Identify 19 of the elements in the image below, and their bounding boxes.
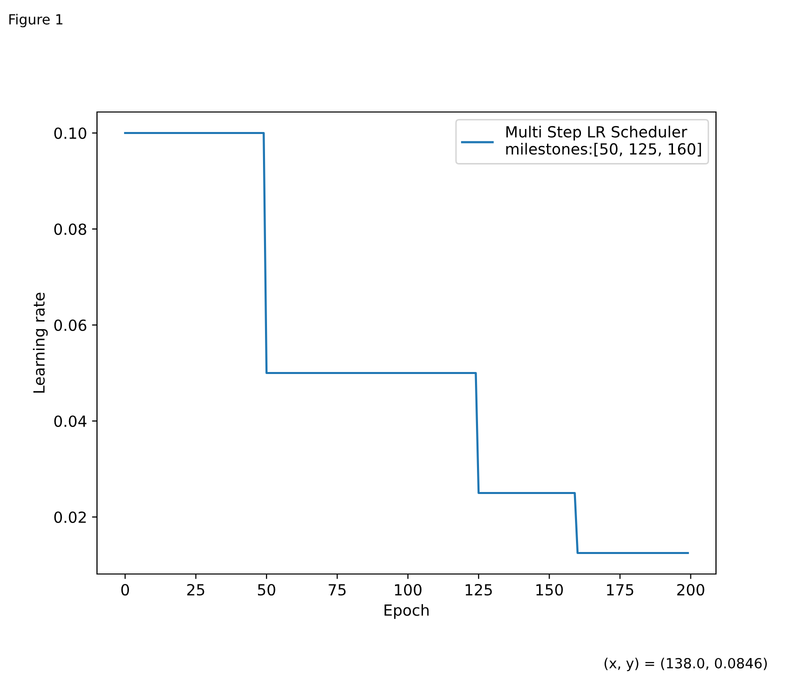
x-axis-title: Epoch	[384, 604, 429, 619]
x-tick-label: 150	[536, 584, 563, 596]
x-tick-label: 75	[328, 584, 346, 596]
x-tick-label: 125	[466, 584, 492, 596]
x-tick-label: 200	[677, 584, 704, 596]
text: (x, y) = (138.0, 0.0846)	[604, 658, 767, 672]
x-tick-label: 0	[121, 584, 129, 596]
y-axis-title: Learning rate	[32, 292, 48, 393]
y-tick-label: 0.02	[54, 511, 86, 524]
caption: Figure 1	[9, 14, 62, 28]
y-tick-label: 0.08	[54, 223, 86, 236]
y-tick-label: 0.10	[54, 127, 86, 140]
x-tick-label: 25	[187, 584, 204, 596]
y-tick-label: 0.04	[54, 415, 86, 428]
x-tick-label: 50	[258, 584, 276, 596]
x-tick-label: 100	[395, 584, 422, 596]
legend-label: Multi Step LR Scheduler milestones:[50, 125, 160]	[506, 126, 701, 156]
y-tick-label: 0.06	[54, 319, 86, 332]
x-tick-label: 175	[607, 584, 634, 596]
